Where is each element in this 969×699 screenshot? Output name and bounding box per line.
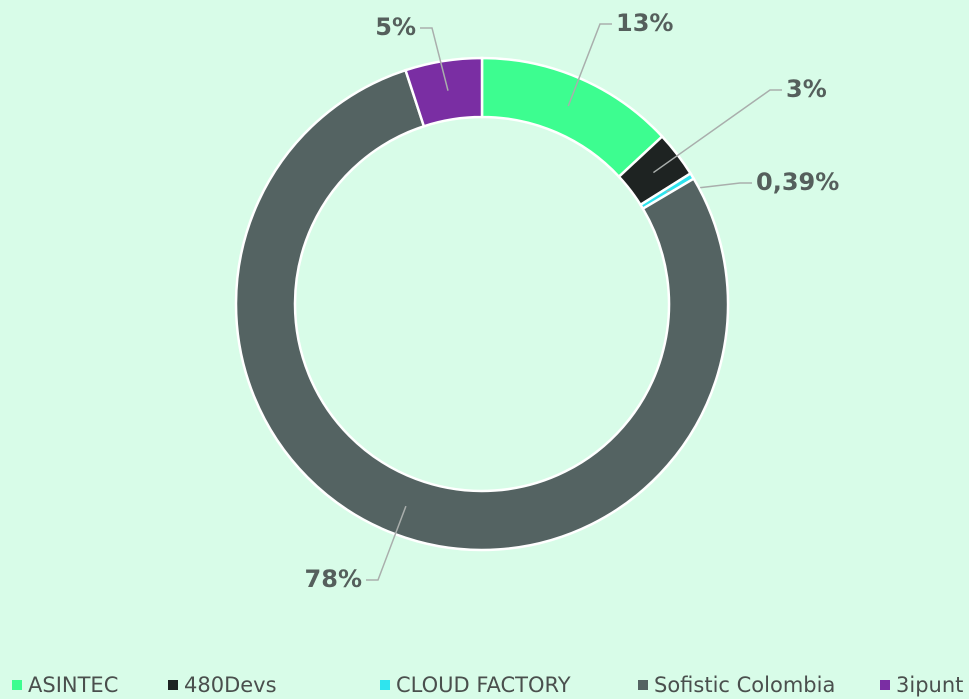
legend-swatch [12, 680, 22, 690]
leader-line [420, 27, 449, 91]
donut-slice [403, 56, 484, 128]
legend-swatch [880, 680, 890, 690]
donut-slice [480, 56, 664, 179]
data-label: 3% [786, 75, 827, 103]
data-label: 0,39% [756, 168, 839, 196]
legend-label: Sofistic Colombia [654, 673, 835, 697]
data-label: 5% [375, 13, 416, 41]
donut-slice [234, 68, 730, 552]
leader-line [652, 89, 782, 174]
legend-label: 480Devs [184, 673, 277, 697]
legend-swatch [168, 680, 178, 690]
legend-label: CLOUD FACTORY [396, 673, 571, 697]
leader-line [567, 23, 612, 107]
legend-label: ASINTEC [28, 673, 118, 697]
data-label: 13% [616, 9, 673, 37]
legend-label: 3ipunt [896, 673, 963, 697]
data-label: 78% [305, 565, 362, 593]
legend-swatch [638, 680, 648, 690]
leader-line [366, 505, 407, 581]
legend-swatch [380, 680, 390, 690]
